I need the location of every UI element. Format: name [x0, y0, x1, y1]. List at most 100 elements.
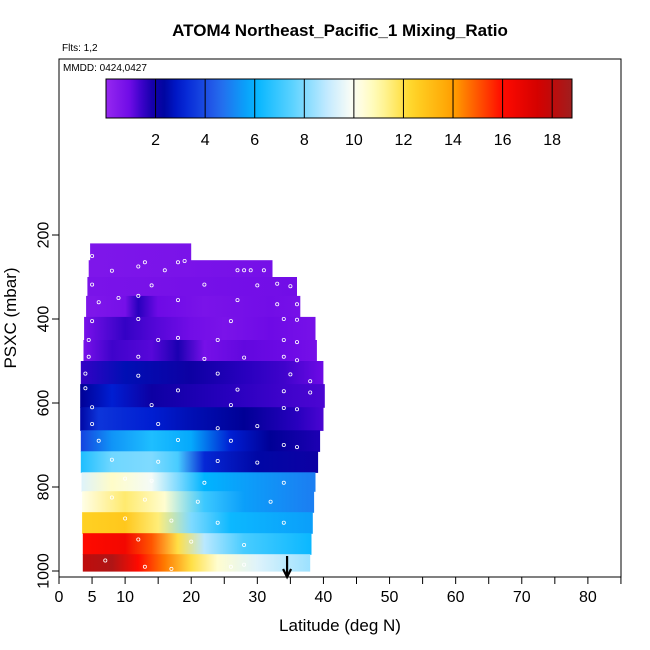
sample-point: [136, 373, 141, 378]
x-tick-label: 5: [88, 589, 97, 606]
sample-point: [294, 340, 299, 345]
sample-point: [255, 424, 260, 429]
y-tick-label: 600: [36, 390, 53, 417]
pressure-band: [80, 407, 324, 431]
sample-point: [275, 302, 280, 307]
x-tick-label: 60: [447, 589, 465, 606]
colorbar-tick-label: 18: [543, 132, 561, 149]
x-tick-label: 30: [248, 589, 266, 606]
sample-point: [149, 403, 154, 408]
sample-point: [242, 543, 247, 548]
x-tick-label: 80: [579, 589, 597, 606]
sample-point: [281, 316, 286, 321]
sample-point: [215, 426, 220, 431]
sample-point: [255, 283, 260, 288]
y-axis-label: PSXC (mbar): [1, 267, 20, 368]
x-tick-label: 40: [315, 589, 333, 606]
sample-point: [109, 457, 114, 462]
colorbar: 2 4 6 8 10 12 14 16 18: [105, 78, 573, 149]
sample-point: [86, 337, 91, 342]
sample-point: [103, 558, 108, 563]
sample-point: [242, 268, 247, 273]
sample-point: [149, 283, 154, 288]
sample-point: [294, 302, 299, 307]
sample-point: [86, 354, 91, 359]
x-tick-label: 50: [381, 589, 399, 606]
sample-point: [281, 442, 286, 447]
sample-point: [281, 480, 286, 485]
sample-point: [90, 319, 95, 324]
sample-point: [90, 282, 95, 287]
sample-point: [175, 260, 180, 265]
plot-frame: [58, 58, 622, 578]
y-tick-label: 800: [36, 474, 53, 501]
sample-point: [136, 316, 141, 321]
sample-point: [288, 372, 293, 377]
sample-point: [215, 371, 220, 376]
sample-point: [175, 298, 180, 303]
sample-point: [116, 295, 121, 300]
sample-point: [83, 386, 88, 391]
sample-point: [202, 356, 207, 361]
sample-point: [162, 268, 167, 273]
sample-point: [83, 371, 88, 376]
sample-point: [281, 337, 286, 342]
sample-point: [235, 387, 240, 392]
sample-point: [142, 564, 147, 569]
sample-point: [281, 354, 286, 359]
sample-point: [294, 317, 299, 322]
colorbar-tick-label: 2: [151, 132, 160, 149]
sample-point: [169, 518, 174, 523]
colorbar-tick-label: 12: [395, 132, 413, 149]
sample-point: [242, 562, 247, 567]
sample-point: [235, 268, 240, 273]
pressure-band: [80, 384, 325, 408]
sample-point: [281, 389, 286, 394]
data-bands: [80, 243, 325, 572]
pressure-band: [82, 512, 313, 534]
sample-point: [281, 520, 286, 525]
sample-point: [149, 478, 154, 483]
pressure-band: [80, 430, 321, 452]
sample-point: [123, 516, 128, 521]
colorbar-tick-label: 4: [201, 132, 210, 149]
sample-point: [136, 354, 141, 359]
sample-point: [215, 520, 220, 525]
sample-point: [142, 260, 147, 265]
sample-point: [294, 358, 299, 363]
sample-point: [228, 564, 233, 569]
pressure-band: [82, 491, 315, 513]
sample-point: [182, 258, 187, 263]
sample-point: [215, 337, 220, 342]
latitude-marker-arrow: [282, 556, 293, 580]
pressure-band: [80, 451, 319, 473]
sample-point: [90, 405, 95, 410]
colorbar-tick-labels: 2 4 6 8 10 12 14 16 18: [151, 132, 561, 149]
sample-point: [268, 499, 273, 504]
sample-point: [308, 390, 313, 395]
pressure-band: [83, 340, 317, 362]
sample-point: [294, 407, 299, 412]
sample-point: [136, 264, 141, 269]
sample-point: [156, 337, 161, 342]
colorbar-tick-label: 14: [444, 132, 462, 149]
pressure-band: [82, 554, 311, 572]
sample-point: [156, 421, 161, 426]
sample-point: [308, 379, 313, 384]
sample-point: [288, 284, 293, 289]
y-tick-label: 400: [36, 306, 53, 333]
x-tick-label: 0: [55, 589, 64, 606]
sample-point: [275, 281, 280, 286]
x-tick-label: 10: [116, 589, 134, 606]
y-axis: 200 400 600 800 1000: [36, 222, 59, 589]
colorbar-gradient: [105, 78, 573, 119]
sample-point: [123, 476, 128, 481]
flights-label: Flts: 1,2: [62, 43, 98, 54]
chart-title: ATOM4 Northeast_Pacific_1 Mixing_Ratio: [172, 21, 508, 40]
x-tick-label: 20: [182, 589, 200, 606]
sample-point: [169, 566, 174, 571]
colorbar-tick-label: 16: [494, 132, 512, 149]
sample-point: [281, 405, 286, 410]
pressure-band: [81, 472, 316, 492]
